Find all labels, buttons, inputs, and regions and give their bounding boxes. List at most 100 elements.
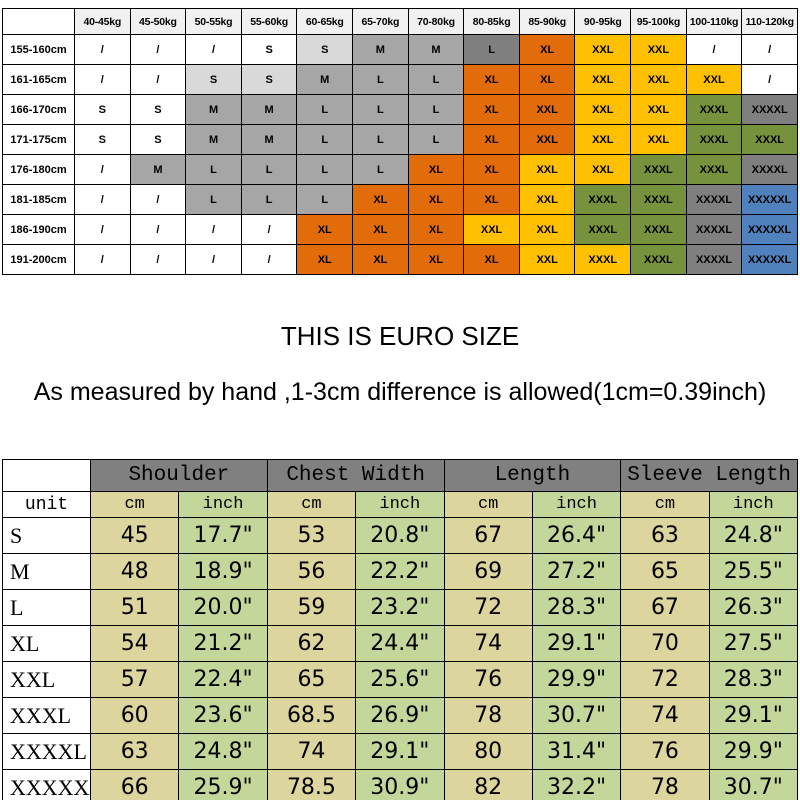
size-cell: XL — [352, 184, 409, 215]
size-cell: XL — [296, 214, 354, 245]
size-cell: XXXXL — [741, 94, 798, 125]
inch-value: 30.7" — [531, 697, 622, 734]
size-cell: / — [74, 154, 131, 185]
weight-range-header: 60-65kg — [296, 8, 354, 35]
inch-value: 26.3" — [708, 589, 799, 626]
cm-value: 45 — [89, 517, 180, 554]
inch-value: 20.8" — [355, 517, 445, 554]
corner-cell — [2, 8, 75, 35]
cm-value: 72 — [620, 661, 710, 698]
size-cell: XXL — [685, 64, 743, 95]
measurement-row: L 51 20.0" 59 23.2" 72 28.3" 67 26.3" — [2, 589, 799, 626]
inch-value: 27.5" — [708, 625, 799, 662]
size-cell: / — [741, 34, 798, 65]
size-cell: L — [240, 154, 298, 185]
cm-value: 69 — [443, 553, 533, 590]
size-cell: XXL — [463, 214, 520, 245]
size-cell: S — [129, 124, 187, 155]
weight-range-header: 110-120kg — [741, 8, 798, 35]
size-cell: XL — [463, 154, 520, 185]
size-cell: L — [296, 94, 354, 125]
unit-header: cm — [89, 491, 180, 518]
size-cell: XXXL — [574, 184, 632, 215]
measurement-group-header-row: Shoulder Chest Width Length Sleeve Length — [2, 459, 798, 492]
size-cell: XL — [518, 64, 576, 95]
weight-range-header: 95-100kg — [630, 8, 687, 35]
size-cell: XXXL — [574, 214, 632, 245]
size-cell: / — [741, 64, 798, 95]
size-cell: XXXXXL — [741, 244, 798, 275]
size-cell: / — [240, 214, 298, 245]
size-cell: L — [352, 124, 409, 155]
unit-header: cm — [266, 491, 357, 518]
size-cell: S — [240, 64, 298, 95]
measurement-row: XXXL 60 23.6" 68.5 26.9" 78 30.7" 74 29.1" — [2, 697, 799, 734]
measurement-group-header: Length — [443, 459, 622, 492]
inch-value: 32.2" — [531, 769, 622, 800]
size-label: XXXXL — [2, 733, 91, 770]
size-cell: XXL — [630, 94, 687, 125]
size-cell: L — [407, 94, 465, 125]
unit-header: cm — [620, 491, 710, 518]
size-cell: XXL — [574, 94, 632, 125]
weight-range-header: 80-85kg — [463, 8, 520, 35]
size-cell: S — [185, 64, 242, 95]
size-label: XXXL — [2, 697, 91, 734]
inch-value: 24.8" — [708, 517, 799, 554]
euro-size-row: 166-170cm S S M M L L L XL XXL XXL XXL XXXL XXXXL — [2, 94, 798, 125]
size-cell: / — [74, 184, 131, 215]
cm-value: 62 — [266, 625, 357, 662]
size-cell: XL — [518, 34, 576, 65]
unit-header: cm — [443, 491, 533, 518]
size-cell: L — [185, 184, 242, 215]
size-label: M — [2, 553, 91, 590]
size-cell: / — [74, 34, 131, 65]
euro-table-body: 155-160cm / / / S S M M L XL XXL XXL //161-165cm / / S S… — [2, 34, 798, 275]
size-cell: M — [240, 94, 298, 125]
size-cell: S — [74, 94, 131, 125]
weight-range-header: 40-45kg — [74, 8, 131, 35]
size-cell: XXL — [630, 64, 687, 95]
height-range-header: 186-190cm — [2, 214, 75, 245]
euro-size-table: 40-45kg 45-50kg 50-55kg 55-60kg 60-65kg 65-70… — [2, 8, 798, 275]
measurement-group-header: Sleeve Length — [620, 459, 798, 492]
measurement-row: XXL 57 22.4" 65 25.6" 76 29.9" 72 28.3" — [2, 661, 799, 698]
size-cell: XXL — [518, 184, 576, 215]
size-cell: / — [129, 244, 187, 275]
size-cell: XXL — [574, 154, 632, 185]
size-cell: XL — [463, 244, 520, 275]
height-range-header: 191-200cm — [2, 244, 75, 275]
cm-value: 76 — [620, 733, 710, 770]
measurement-row: S 45 17.7" 53 20.8" 67 26.4" 63 24.8" — [2, 517, 799, 554]
unit-header: inch — [355, 491, 445, 518]
inch-value: 20.0" — [178, 589, 268, 626]
size-cell: XXXXL — [685, 184, 743, 215]
size-cell: / — [129, 184, 187, 215]
size-cell: S — [240, 34, 298, 65]
size-cell: XXXL — [630, 154, 687, 185]
euro-size-row: 161-165cm / / S S M L L XL XL XXL XXL XXL / — [2, 64, 798, 95]
euro-size-row: 171-175cm S S M M L L L XL XXL XXL XXL XXXL XXXL — [2, 124, 798, 155]
size-label: XXL — [2, 661, 91, 698]
height-range-header: 181-185cm — [2, 184, 75, 215]
cm-value: 53 — [266, 517, 357, 554]
inch-value: 29.1" — [355, 733, 445, 770]
size-cell: XL — [407, 244, 465, 275]
size-cell: / — [129, 34, 187, 65]
cm-value: 76 — [443, 661, 533, 698]
size-cell: XXXL — [574, 244, 632, 275]
size-cell: L — [407, 64, 465, 95]
size-cell: S — [296, 34, 354, 65]
measurement-group-header: Chest Width — [266, 459, 445, 492]
size-cell: / — [185, 214, 242, 245]
size-cell: S — [74, 124, 131, 155]
size-cell: XL — [407, 214, 465, 245]
measurement-table: Shoulder Chest Width Length Sleeve Length u… — [2, 459, 799, 800]
size-label: XXXXXL — [2, 769, 91, 800]
cm-value: 48 — [89, 553, 180, 590]
size-cell: XXXL — [685, 124, 743, 155]
size-cell: L — [352, 154, 409, 185]
size-cell: L — [296, 154, 354, 185]
size-cell: XXXXXL — [741, 214, 798, 245]
